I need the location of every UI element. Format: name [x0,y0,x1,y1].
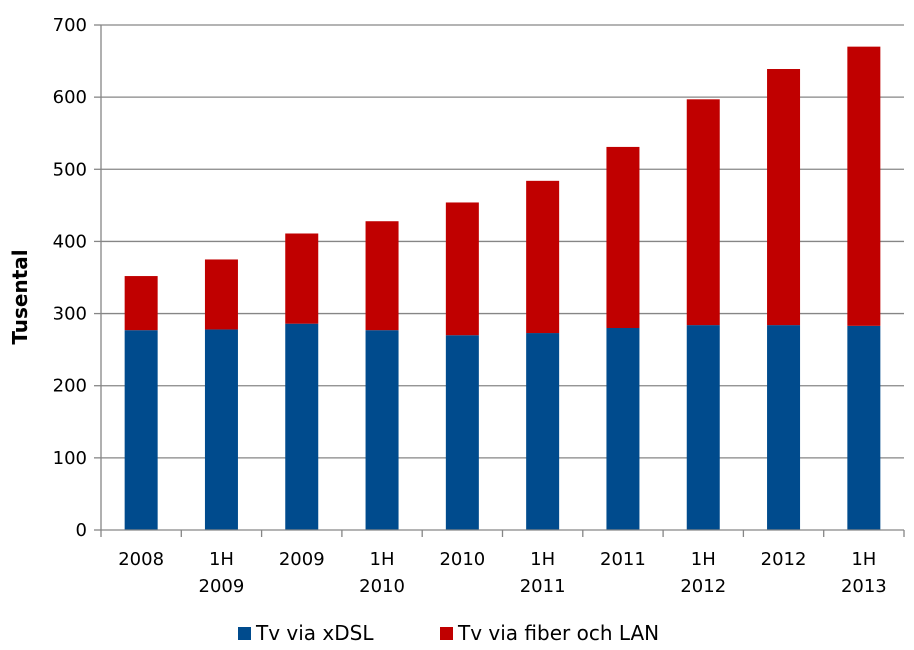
x-tick-label: 2012 [761,549,807,570]
x-tick-label: 1H [691,549,716,570]
x-tick-label: 2013 [841,576,887,597]
bar-fiber-lan [847,46,881,326]
bar-xdsl [526,333,560,530]
bar-xdsl [445,335,479,530]
bar-xdsl [365,330,399,530]
y-tick-label: 500 [53,159,87,180]
x-tick-label: 2010 [359,576,405,597]
y-tick-label: 200 [53,376,87,397]
bar-fiber-lan [204,259,238,330]
tick-labels: 0 100 200 300 400 500 600 700 2008 1H 2009 2009 1H 20… [53,15,887,597]
legend-label: Tv via xDSL [255,621,374,645]
bar-xdsl [285,323,319,530]
x-tick-label: 2009 [279,549,325,570]
y-axis-title: Tusental [8,249,32,344]
legend-label: Tv via fiber och LAN [457,621,659,645]
x-tick-label: 2011 [520,576,566,597]
x-tick-label: 2011 [600,549,646,570]
bar-fiber-lan [686,99,720,326]
legend: Tv via xDSL Tv via fiber och LAN [238,621,659,645]
y-tick-label: 100 [53,448,87,469]
bar-xdsl [606,328,640,530]
bar-fiber-lan [606,146,640,328]
y-tick-label: 700 [53,15,87,36]
x-tick-label: 1H [209,549,234,570]
bar-fiber-lan [526,180,560,334]
x-tick-label: 2012 [680,576,726,597]
x-tick-label: 1H [851,549,876,570]
y-tick-label: 0 [76,520,87,541]
bar-fiber-lan [445,202,479,336]
x-tick-label: 1H [370,549,395,570]
legend-swatch [440,627,453,640]
y-tick-label: 600 [53,87,87,108]
x-tick-label: 2008 [118,549,164,570]
x-tick-label: 1H [530,549,555,570]
x-tick-label: 2009 [199,576,245,597]
bar-xdsl [767,325,801,530]
bar-fiber-lan [365,221,399,331]
axes [94,24,905,537]
bar-fiber-lan [285,233,319,324]
legend-swatch [238,627,251,640]
bar-xdsl [847,325,881,530]
bar-xdsl [204,329,238,530]
bar-xdsl [124,330,158,530]
bars [124,46,881,530]
x-tick-label: 2010 [439,549,485,570]
bar-fiber-lan [767,69,801,326]
y-tick-label: 400 [53,231,87,252]
y-tick-label: 300 [53,304,87,325]
bar-xdsl [686,325,720,530]
bar-fiber-lan [124,276,158,331]
